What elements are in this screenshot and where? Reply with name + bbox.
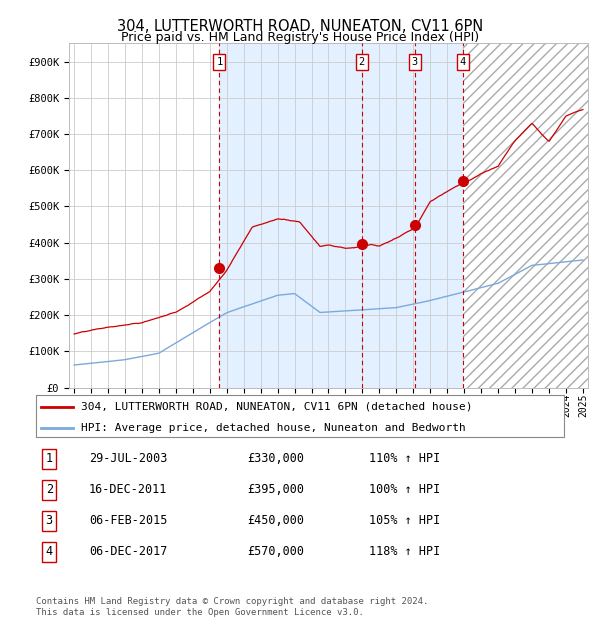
Text: 100% ↑ HPI: 100% ↑ HPI [368,484,440,496]
Bar [463,43,592,388]
Text: £330,000: £330,000 [247,453,304,465]
Text: 118% ↑ HPI: 118% ↑ HPI [368,546,440,558]
FancyBboxPatch shape [36,395,564,437]
Text: 110% ↑ HPI: 110% ↑ HPI [368,453,440,465]
Text: 2: 2 [359,57,365,68]
Text: £395,000: £395,000 [247,484,304,496]
Bar [463,43,592,388]
Text: 304, LUTTERWORTH ROAD, NUNEATON, CV11 6PN (detached house): 304, LUTTERWORTH ROAD, NUNEATON, CV11 6P… [81,402,472,412]
Text: 3: 3 [46,515,53,527]
Text: 16-DEC-2011: 16-DEC-2011 [89,484,167,496]
Text: 105% ↑ HPI: 105% ↑ HPI [368,515,440,527]
Text: 29-JUL-2003: 29-JUL-2003 [89,453,167,465]
Text: 2: 2 [46,484,53,496]
Text: 4: 4 [460,57,466,68]
Text: 06-DEC-2017: 06-DEC-2017 [89,546,167,558]
Text: £570,000: £570,000 [247,546,304,558]
Text: 4: 4 [46,546,53,558]
Bar [220,43,463,388]
Text: 1: 1 [217,57,223,68]
Text: Price paid vs. HM Land Registry's House Price Index (HPI): Price paid vs. HM Land Registry's House … [121,31,479,44]
Text: 3: 3 [412,57,418,68]
Text: HPI: Average price, detached house, Nuneaton and Bedworth: HPI: Average price, detached house, Nune… [81,423,466,433]
Text: 06-FEB-2015: 06-FEB-2015 [89,515,167,527]
Text: 304, LUTTERWORTH ROAD, NUNEATON, CV11 6PN: 304, LUTTERWORTH ROAD, NUNEATON, CV11 6P… [117,19,483,33]
Text: £450,000: £450,000 [247,515,304,527]
Text: Contains HM Land Registry data © Crown copyright and database right 2024.
This d: Contains HM Land Registry data © Crown c… [36,598,428,617]
Text: 1: 1 [46,453,53,465]
